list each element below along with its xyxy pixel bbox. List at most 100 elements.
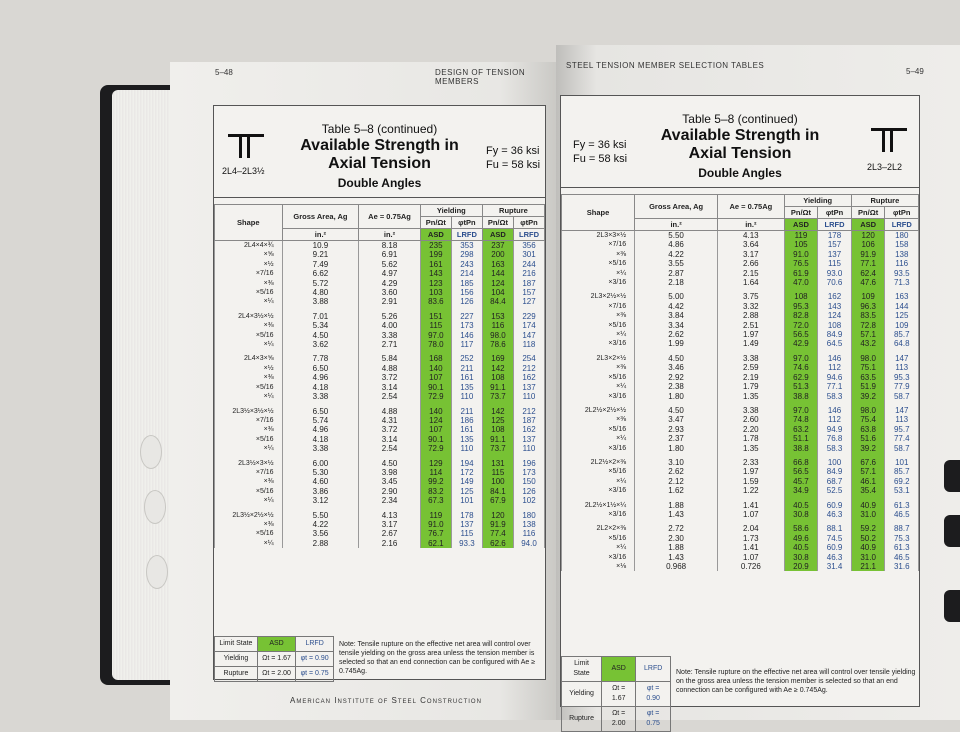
cell-shape: ×¼ [214, 444, 283, 454]
cell-rupture-asd: 200 [481, 250, 515, 260]
cell-shape: 2L2×2×⅜ [560, 524, 636, 534]
cell-yield-lrfd: 108 [817, 320, 852, 331]
cell-shape: ×¼ [214, 297, 283, 307]
table-row: ×¼ 2.37 1.78 51.1 76.8 51.6 77.4 [560, 434, 919, 444]
cell-yield-lrfd: 143 [817, 301, 852, 312]
cell-yield-lrfd: 60.9 [817, 500, 852, 510]
cell-rupture-asd: 142 [481, 363, 515, 374]
cell-rupture-lrfd: 125 [884, 311, 919, 321]
cell-gross-area: 0.968 [634, 562, 719, 572]
cell-yield-asd: 119 [419, 510, 452, 520]
table-row: ×¼ 2.38 1.79 51.3 77.1 51.9 77.9 [560, 382, 919, 392]
cell-yield-lrfd: 211 [450, 406, 483, 416]
cell-yield-lrfd: 46.3 [817, 509, 852, 520]
cell-gross-area: 3.55 [634, 259, 719, 269]
cell-effective-area: 3.38 [717, 405, 785, 416]
cell-rupture-lrfd: 110 [513, 444, 545, 454]
cell-rupture-lrfd: 46.5 [884, 552, 919, 562]
col-rupture: Rupture [850, 194, 920, 207]
cell-gross-area: 6.62 [281, 269, 360, 279]
table-row: 2L3½×3×½ 6.00 4.50 129 194 131 196 [214, 458, 545, 468]
cell-rupture-asd: 120 [481, 510, 515, 520]
cell-gross-area: 4.18 [281, 382, 360, 393]
cell-yield-asd: 95.3 [783, 301, 819, 312]
cell-yield-asd: 47.0 [783, 278, 819, 288]
table-row: ×⅜ 3.47 2.60 74.8 112 75.4 113 [560, 415, 919, 425]
table-row: 2L3×3×½ 5.50 4.13 119 178 120 180 [560, 230, 919, 241]
unit-effective: in.² [717, 218, 785, 231]
cell-shape: ×⅜ [214, 373, 283, 383]
cell-yield-asd: 90.1 [419, 434, 452, 445]
legend-r-lrfd: φt = 0.75 [295, 666, 334, 682]
thumb-index-tab[interactable] [944, 460, 960, 492]
cell-rupture-lrfd: 77.9 [884, 382, 919, 392]
cell-effective-area: 4.88 [358, 406, 421, 416]
thumb-index-tab[interactable] [140, 435, 162, 469]
strength-table: Shape Gross Area, Ag Ae = 0.75Ag Yielding Ru… [560, 194, 920, 572]
cell-gross-area: 3.38 [281, 392, 360, 402]
table-row: ×7/16 6.62 4.97 143 214 144 216 [214, 269, 545, 279]
thumb-index-tab[interactable] [146, 555, 168, 589]
table-row: ×7/16 4.86 3.64 105 157 106 158 [560, 240, 919, 250]
table-row: ×3/16 1.80 1.35 38.8 58.3 39.2 58.7 [560, 443, 919, 453]
cell-effective-area: 2.91 [358, 297, 421, 307]
thumb-index-tab[interactable] [944, 515, 960, 547]
cell-yield-lrfd: 93.3 [450, 538, 483, 549]
cell-yield-asd: 161 [419, 259, 452, 270]
table-row: 2L2½×2½×½ 4.50 3.38 97.0 146 98.0 147 [560, 405, 919, 416]
cell-yield-asd: 42.9 [783, 339, 819, 349]
cell-yield-lrfd: 125 [450, 486, 483, 497]
cell-effective-area: 3.14 [358, 382, 421, 393]
cell-rupture-lrfd: 196 [513, 458, 545, 468]
cell-shape: ×5/16 [214, 330, 283, 341]
cell-gross-area: 5.00 [634, 292, 719, 302]
table-row: ×½ 6.50 4.88 140 211 142 212 [214, 363, 545, 374]
cell-yield-lrfd: 77.1 [817, 382, 852, 392]
cell-yield-lrfd: 185 [450, 278, 483, 289]
cell-yield-lrfd: 146 [450, 330, 483, 341]
cell-shape: ×⅛ [560, 562, 636, 572]
cell-rupture-asd: 98.0 [850, 405, 886, 416]
running-head: DESIGN OF TENSION MEMBERS [435, 68, 526, 86]
cell-gross-area: 4.50 [281, 330, 360, 341]
cell-effective-area: 2.15 [717, 268, 785, 279]
cell-rupture-lrfd: 75.3 [884, 533, 919, 544]
unit-gross: in.² [634, 218, 719, 231]
strength-table: Shape Gross Area, Ag Ae = 0.75Ag Yielding Ru… [214, 204, 546, 549]
thumb-index-tab[interactable] [944, 590, 960, 622]
cell-shape: ×7/16 [214, 467, 283, 478]
cell-effective-area: 1.41 [717, 543, 785, 553]
col-effective-area: Ae = 0.75Ag [717, 194, 785, 219]
table-row: ×5/16 3.34 2.51 72.0 108 72.8 109 [560, 320, 919, 331]
cell-rupture-lrfd: 157 [513, 288, 545, 298]
table-title-2: Axial Tension [688, 145, 792, 162]
cell-gross-area: 4.60 [281, 477, 360, 487]
cell-effective-area: 0.726 [717, 562, 785, 572]
cell-yield-asd: 72.9 [419, 444, 452, 454]
table-row: ×¼ 2.12 1.59 45.7 68.7 46.1 69.2 [560, 476, 919, 487]
table-row: ×7/16 5.74 4.31 124 186 125 187 [214, 415, 545, 426]
cell-yield-lrfd: 94.9 [817, 424, 852, 435]
cell-effective-area: 1.97 [717, 330, 785, 340]
group-gap [560, 452, 919, 458]
cell-rupture-lrfd: 116 [513, 529, 545, 539]
col-shape: Shape [214, 204, 283, 241]
cell-effective-area: 1.59 [717, 476, 785, 487]
cell-yield-lrfd: 252 [450, 354, 483, 364]
cell-rupture-lrfd: 31.6 [884, 562, 919, 572]
cell-rupture-asd: 63.8 [850, 424, 886, 435]
cell-yield-asd: 72.0 [783, 320, 819, 331]
cell-rupture-lrfd: 102 [513, 496, 545, 506]
cell-shape: ×⅜ [560, 311, 636, 321]
table-row: ×⅜ 4.60 3.45 99.2 149 100 150 [214, 477, 545, 487]
table-number: Table 5–8 (continued) [682, 112, 798, 126]
cell-effective-area: 1.79 [717, 382, 785, 392]
cell-effective-area: 4.97 [358, 269, 421, 279]
cell-rupture-lrfd: 85.7 [884, 467, 919, 477]
thumb-index-tab[interactable] [144, 490, 166, 524]
cell-yield-asd: 123 [419, 278, 452, 289]
cell-effective-area: 2.04 [717, 524, 785, 534]
table-row: ×5/16 2.62 1.97 56.5 84.9 57.1 85.7 [560, 467, 919, 477]
cell-gross-area: 5.30 [281, 467, 360, 478]
cell-shape: ×¼ [214, 496, 283, 506]
